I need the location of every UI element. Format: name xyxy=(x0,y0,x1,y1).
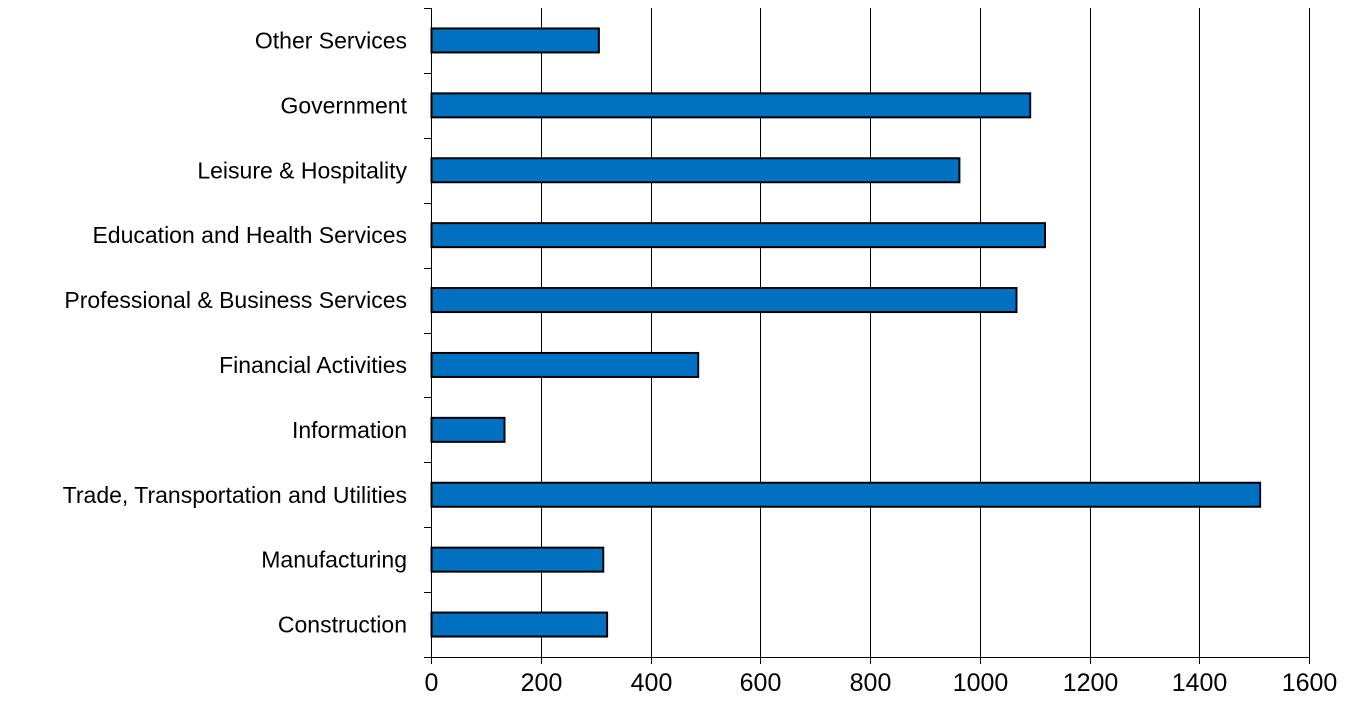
category-label: Information xyxy=(292,417,407,443)
category-label: Professional & Business Services xyxy=(64,287,407,313)
x-tick-label: 800 xyxy=(850,669,892,697)
bar xyxy=(430,222,1047,249)
axes xyxy=(424,8,1310,664)
x-tick-label: 1000 xyxy=(953,669,1009,697)
bar xyxy=(430,287,1018,314)
category-label: Other Services xyxy=(255,27,407,53)
category-label: Leisure & Hospitality xyxy=(197,157,407,183)
bar xyxy=(430,27,600,54)
x-tick-label: 200 xyxy=(521,669,563,697)
x-tick-label: 0 xyxy=(425,669,439,697)
category-label: Financial Activities xyxy=(219,352,407,378)
bar xyxy=(430,546,605,573)
bar xyxy=(430,611,609,638)
x-tick-label: 600 xyxy=(740,669,782,697)
x-tick-label: 400 xyxy=(631,669,673,697)
bar xyxy=(430,416,506,443)
x-tick-label: 1200 xyxy=(1063,669,1119,697)
bar xyxy=(430,481,1262,508)
bar xyxy=(430,351,700,378)
bars xyxy=(430,27,1262,638)
bar xyxy=(430,92,1032,119)
x-tick-label: 1400 xyxy=(1172,669,1228,697)
category-label: Manufacturing xyxy=(261,547,407,573)
labels: 0 200 400 600 800 1000 1200 1400 1600 Other Servi… xyxy=(63,27,1338,697)
category-label: Construction xyxy=(278,612,407,638)
category-label: Education and Health Services xyxy=(92,222,407,248)
bar xyxy=(430,157,961,184)
x-tick-label: 1600 xyxy=(1282,669,1338,697)
category-label: Government xyxy=(280,92,407,118)
category-label: Trade, Transportation and Utilities xyxy=(63,482,407,508)
